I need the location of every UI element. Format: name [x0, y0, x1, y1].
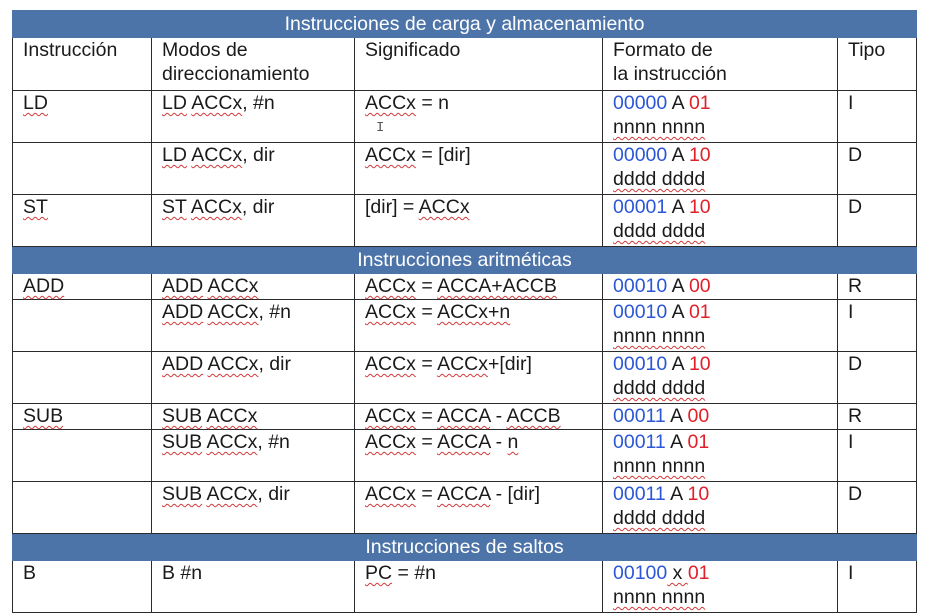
table-row: ADD ACCx, #n ACCx = ACCx+n 00010 A 01 nnn… — [12, 299, 917, 352]
instruction-table: Instrucciones de carga y almacenamiento … — [12, 10, 917, 613]
column-header-row: Instrucción Modos de direccionamiento Sig… — [12, 37, 917, 91]
cell-instruction — [12, 299, 152, 352]
cell-mode: ADD ACCx, #n — [151, 299, 355, 352]
section-header-arith: Instrucciones aritméticas — [12, 246, 917, 274]
cell-mode: ADD ACCx, dir — [151, 351, 355, 404]
cell-mode: LD ACCx, #n — [151, 90, 355, 143]
cell-format: 00001 A 10 dddd dddd — [602, 194, 838, 247]
cell-meaning: [dir] = ACCx — [354, 194, 603, 247]
section-header-load-store: Instrucciones de carga y almacenamiento — [12, 10, 917, 38]
section-title: Instrucciones de saltos — [12, 533, 917, 561]
cell-instruction — [12, 142, 152, 195]
cell-type: I — [837, 560, 917, 613]
header-modes: Modos de direccionamiento — [151, 37, 355, 91]
cell-mode: ST ACCx, dir — [151, 194, 355, 247]
table-row: B B #n PC = #n 00100 x 01 nnnn nnnn I — [12, 560, 917, 613]
cell-type: R — [837, 403, 917, 430]
table-row: SUB ACCx, dir ACCx = ACCA - [dir] 00011 … — [12, 481, 917, 534]
cell-meaning: ACCx = n — [354, 90, 603, 143]
cell-mode: SUB ACCx, #n — [151, 429, 355, 482]
header-instruction: Instrucción — [12, 37, 152, 91]
cell-format: 00010 A 01 nnnn nnnn — [602, 299, 838, 352]
cell-mode: SUB ACCx, dir — [151, 481, 355, 534]
table-row: SUB ACCx, #n ACCx = ACCA - n 00011 A 01 n… — [12, 429, 917, 482]
section-header-jumps: Instrucciones de saltos — [12, 533, 917, 561]
cell-instruction — [12, 429, 152, 482]
cell-meaning: PC = #n — [354, 560, 603, 613]
cell-mode: ADD ACCx — [151, 273, 355, 300]
cell-mode: SUB ACCx — [151, 403, 355, 430]
table-row: ADD ACCx, dir ACCx = ACCx+[dir] 00010 A … — [12, 351, 917, 404]
cell-format: 00000 A 10 dddd dddd — [602, 142, 838, 195]
cell-type: D — [837, 142, 917, 195]
cell-type: D — [837, 481, 917, 534]
table-row: LD ACCx, dir ACCx = [dir] 00000 A 10 dddd… — [12, 142, 917, 195]
cell-meaning: ACCx = ACCx+n — [354, 299, 603, 352]
cell-mode: LD ACCx, dir — [151, 142, 355, 195]
cell-type: I — [837, 299, 917, 352]
table-row: ST ST ACCx, dir [dir] = ACCx 00001 A 10 d… — [12, 194, 917, 247]
cell-format: 00011 A 10 dddd dddd — [602, 481, 838, 534]
cell-instruction — [12, 351, 152, 404]
cell-type: I — [837, 90, 917, 143]
header-format: Formato de la instrucción — [602, 37, 838, 91]
table-row: SUB SUB ACCx ACCx = ACCA - ACCB 00011 A … — [12, 403, 917, 430]
text-cursor-icon: I — [376, 120, 385, 136]
cell-meaning: ACCx = [dir] — [354, 142, 603, 195]
cell-instruction: SUB — [12, 403, 152, 430]
cell-meaning: ACCx = ACCA+ACCB — [354, 273, 603, 300]
cell-instruction — [12, 481, 152, 534]
header-meaning: Significado — [354, 37, 603, 91]
cell-type: D — [837, 351, 917, 404]
cell-type: I — [837, 429, 917, 482]
cell-type: D — [837, 194, 917, 247]
cell-meaning: ACCx = ACCA - n — [354, 429, 603, 482]
cell-format: 00011 A 00 — [602, 403, 838, 430]
cell-mode: B #n — [151, 560, 355, 613]
table-row: ADD ADD ACCx ACCx = ACCA+ACCB 00010 A 00… — [12, 273, 917, 300]
cell-instruction: LD — [12, 90, 152, 143]
cell-format: 00010 A 00 — [602, 273, 838, 300]
cell-instruction: ADD — [12, 273, 152, 300]
cell-meaning: ACCx = ACCA - ACCB — [354, 403, 603, 430]
cell-instruction: ST — [12, 194, 152, 247]
section-title: Instrucciones de carga y almacenamiento — [12, 10, 917, 38]
cell-meaning: ACCx = ACCA - [dir] — [354, 481, 603, 534]
cell-meaning: ACCx = ACCx+[dir] — [354, 351, 603, 404]
cell-format: 00011 A 01 nnnn nnnn — [602, 429, 838, 482]
section-title: Instrucciones aritméticas — [12, 246, 917, 274]
cell-format: 00100 x 01 nnnn nnnn — [602, 560, 838, 613]
header-type: Tipo — [837, 37, 917, 91]
cell-instruction: B — [12, 560, 152, 613]
cell-format: 00000 A 01 nnnn nnnn — [602, 90, 838, 143]
cell-type: R — [837, 273, 917, 300]
table-row: LD LD ACCx, #n ACCx = n 00000 A 01 nnnn n… — [12, 90, 917, 143]
cell-format: 00010 A 10 dddd dddd — [602, 351, 838, 404]
